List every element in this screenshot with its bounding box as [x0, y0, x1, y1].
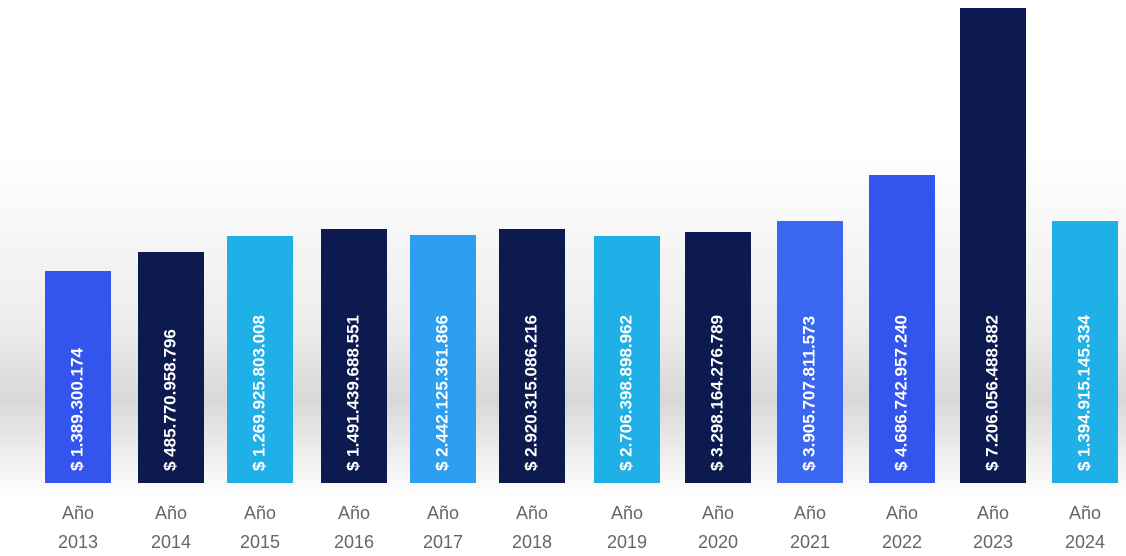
x-tick-label-8-line-1: Año [702, 503, 734, 523]
x-tick-label-3-line-2: 2015 [240, 532, 280, 552]
bar-value-label-1: $ 1.389.300.174 [67, 348, 86, 471]
x-tick-label-10-line-2: 2022 [882, 532, 922, 552]
x-tick-label-12-line-1: Año [1069, 503, 1101, 523]
x-tick-label-7-line-1: Año [611, 503, 643, 523]
bar-value-label-9: $ 3.905.707.811.573 [799, 316, 818, 471]
x-tick-label-7-line-2: 2019 [607, 532, 647, 552]
x-tick-label-4-line-2: 2016 [334, 532, 374, 552]
x-tick-label-3-line-1: Año [244, 503, 276, 523]
bar-value-label-3: $ 1.269.925.803.008 [249, 315, 268, 471]
bar-value-label-12: $ 1.394.915.145.334 [1074, 314, 1093, 471]
bar-11 [960, 8, 1026, 483]
bar-value-label-7: $ 2.706.398.898.962 [616, 315, 635, 471]
x-tick-label-12-line-2: 2024 [1065, 532, 1105, 552]
x-tick-label-2-line-1: Año [155, 503, 187, 523]
bar-3 [227, 236, 293, 483]
x-tick-label-9-line-2: 2021 [790, 532, 830, 552]
x-axis-ticks: Año 2013 Año 2014 Año 2015 Año 2016 Año 2017 Año 20… [58, 503, 1105, 552]
x-tick-label-5-line-1: Año [427, 503, 459, 523]
bar-value-label-2: $ 485.770.958.796 [160, 329, 179, 471]
bar-10 [869, 175, 935, 483]
bar-7 [594, 236, 660, 483]
bar-8 [685, 232, 751, 483]
bar-value-label-6: $ 2.920.315.086.216 [521, 315, 540, 471]
x-tick-label-11-line-1: Año [977, 503, 1009, 523]
x-tick-label-1-line-1: Año [62, 503, 94, 523]
data-labels-group: $ 1.389.300.174 $ 485.770.958.796 $ 1.269.… [67, 314, 1093, 471]
bar-value-label-11: $ 7.206.056.488.882 [982, 315, 1001, 471]
bar-6 [499, 229, 565, 483]
x-tick-label-2-line-2: 2014 [151, 532, 191, 552]
x-tick-label-6-line-1: Año [516, 503, 548, 523]
bar-4 [321, 229, 387, 483]
bar-value-label-8: $ 3.298.164.276.789 [707, 315, 726, 471]
x-tick-label-6-line-2: 2018 [512, 532, 552, 552]
bars-group [45, 8, 1118, 483]
bar-1 [45, 271, 111, 483]
x-tick-label-1-line-2: 2013 [58, 532, 98, 552]
bar-value-label-4: $ 1.491.439.688.551 [343, 315, 362, 471]
bar-value-label-5: $ 2.442.125.361.866 [432, 315, 451, 471]
x-tick-label-11-line-2: 2023 [973, 532, 1013, 552]
x-tick-label-5-line-2: 2017 [423, 532, 463, 552]
bar-9 [777, 221, 843, 483]
x-tick-label-8-line-2: 2020 [698, 532, 738, 552]
x-tick-label-10-line-1: Año [886, 503, 918, 523]
x-tick-label-9-line-1: Año [794, 503, 826, 523]
bar-2 [138, 252, 204, 483]
bar-12 [1052, 221, 1118, 483]
bar-value-label-10: $ 4.686.742.957.240 [891, 315, 910, 471]
bar-5 [410, 235, 476, 483]
x-tick-label-4-line-1: Año [338, 503, 370, 523]
